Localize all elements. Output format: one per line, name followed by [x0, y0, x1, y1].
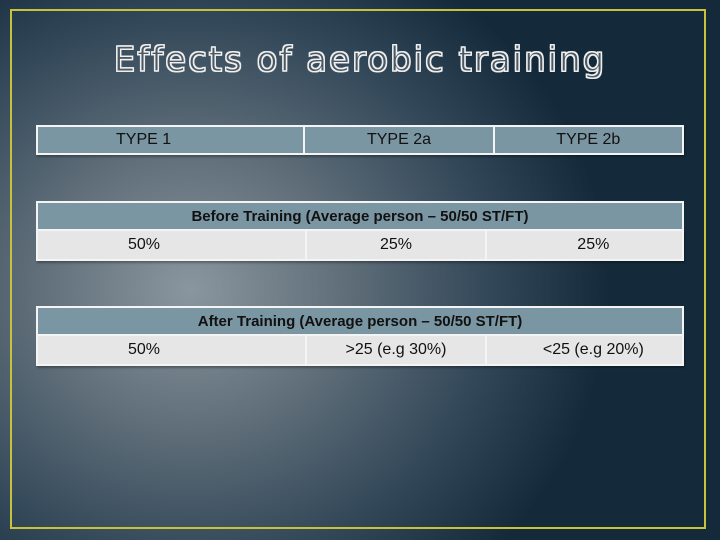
after-training-label: After Training (Average person – 50/50 S… — [197, 312, 523, 330]
header-type-2b: TYPE 2b — [556, 131, 621, 148]
header-type-2a: TYPE 2a — [305, 127, 495, 153]
after-training-label-row: After Training (Average person – 50/50 S… — [36, 306, 684, 336]
before-training-values-row: 50% 25% 25% — [36, 231, 684, 261]
slide-frame — [10, 9, 706, 529]
fiber-type-header-row: TYPE 1 TYPE 2a TYPE 2b — [36, 125, 684, 155]
after-training-values-row: 50% >25 (e.g 30%) <25 (e.g 20%) — [36, 336, 684, 366]
after-type-2a-value: >25 (e.g 30%) — [307, 336, 487, 364]
before-training-label: Before Training (Average person – 50/50 … — [191, 207, 529, 225]
before-training-label-row: Before Training (Average person – 50/50 … — [36, 201, 684, 231]
after-type-1-value: 50% — [38, 336, 308, 364]
before-type-1-value: 50% — [38, 231, 308, 259]
header-type-1: TYPE 1 — [38, 127, 306, 153]
slide-title: Effects of aerobic training — [113, 40, 607, 81]
before-type-2b-value: 25% — [577, 236, 610, 253]
after-type-2b-value: <25 (e.g 20%) — [542, 341, 644, 358]
before-type-2a-value: 25% — [307, 231, 487, 259]
